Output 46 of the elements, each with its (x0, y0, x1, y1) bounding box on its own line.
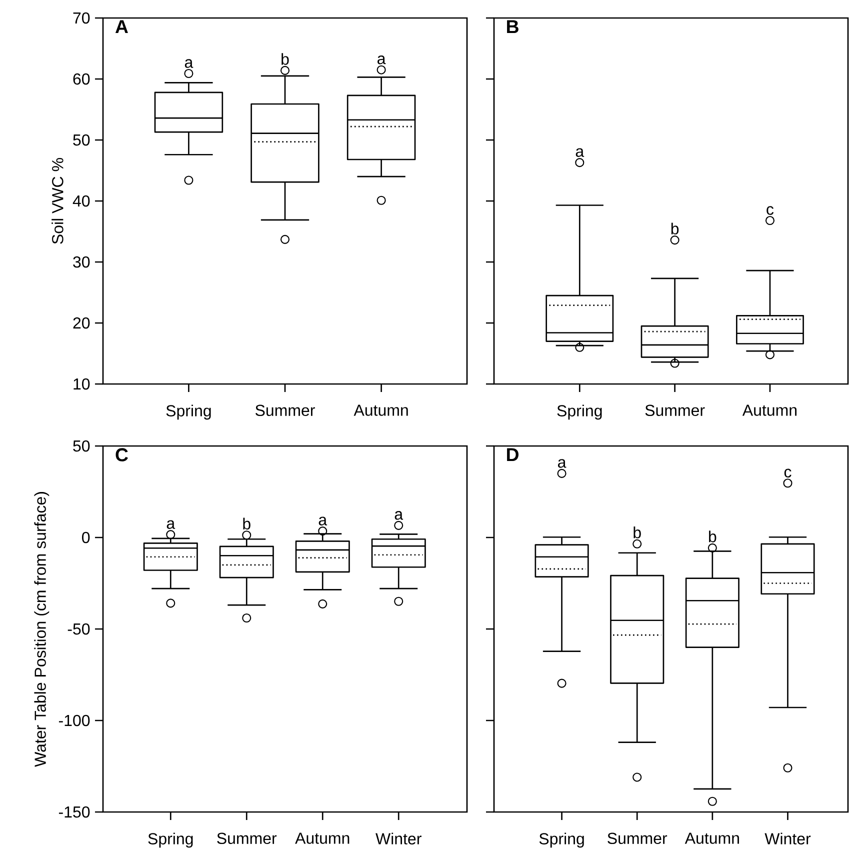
y-tick-label: 20 (73, 317, 90, 329)
chart-title: C (116, 448, 128, 462)
y-tick-label: 40 (72, 195, 90, 207)
chart-title: B (507, 20, 518, 34)
y-tick-label: 10 (74, 378, 90, 390)
x-tick-label: Summer (608, 832, 668, 844)
y-tick-label: -100 (58, 714, 90, 726)
x-tick-label: Summer (645, 404, 705, 416)
annotation: a (378, 55, 386, 64)
annotation: a (318, 516, 328, 526)
y-axis-title: Soil VWC % (52, 158, 64, 244)
y-tick-label: 60 (73, 73, 90, 85)
y-axis-title: Water Table Position (cm from surface) (34, 492, 50, 767)
x-tick-label: Summer (256, 404, 315, 416)
y-tick-label: 50 (73, 440, 90, 452)
y-tick-label: 70 (73, 12, 90, 24)
x-tick-label: Spring (148, 832, 193, 848)
annotation: c (784, 468, 792, 478)
x-tick-label: Autumn (295, 832, 350, 844)
annotation: b (282, 53, 289, 65)
annotation: c (766, 206, 774, 215)
y-tick-label: -150 (58, 806, 90, 818)
x-tick-label: Winter (764, 832, 811, 844)
y-tick-label: -50 (68, 623, 90, 635)
x-tick-label: Spring (539, 832, 584, 848)
annotation: a (394, 511, 404, 520)
x-tick-label: Spring (557, 404, 602, 420)
x-tick-label: Autumn (354, 404, 408, 416)
annotation: b (634, 526, 641, 538)
chart-title: D (507, 448, 518, 462)
annotation: b (709, 530, 716, 542)
annotation: a (576, 148, 584, 157)
x-tick-label: Winter (376, 832, 422, 844)
y-tick-label: 0 (82, 532, 90, 544)
x-tick-label: Summer (217, 832, 277, 844)
x-tick-label: Autumn (684, 832, 739, 844)
x-tick-label: Autumn (742, 404, 797, 416)
annotation: a (166, 520, 176, 529)
annotation: a (184, 59, 194, 68)
annotation: b (671, 222, 679, 234)
y-tick-label: 50 (73, 134, 90, 146)
x-tick-label: Spring (166, 404, 211, 420)
chart-title: A (115, 20, 128, 34)
annotation: b (243, 518, 250, 530)
annotation: a (558, 459, 566, 468)
y-tick-label: 30 (73, 256, 90, 268)
